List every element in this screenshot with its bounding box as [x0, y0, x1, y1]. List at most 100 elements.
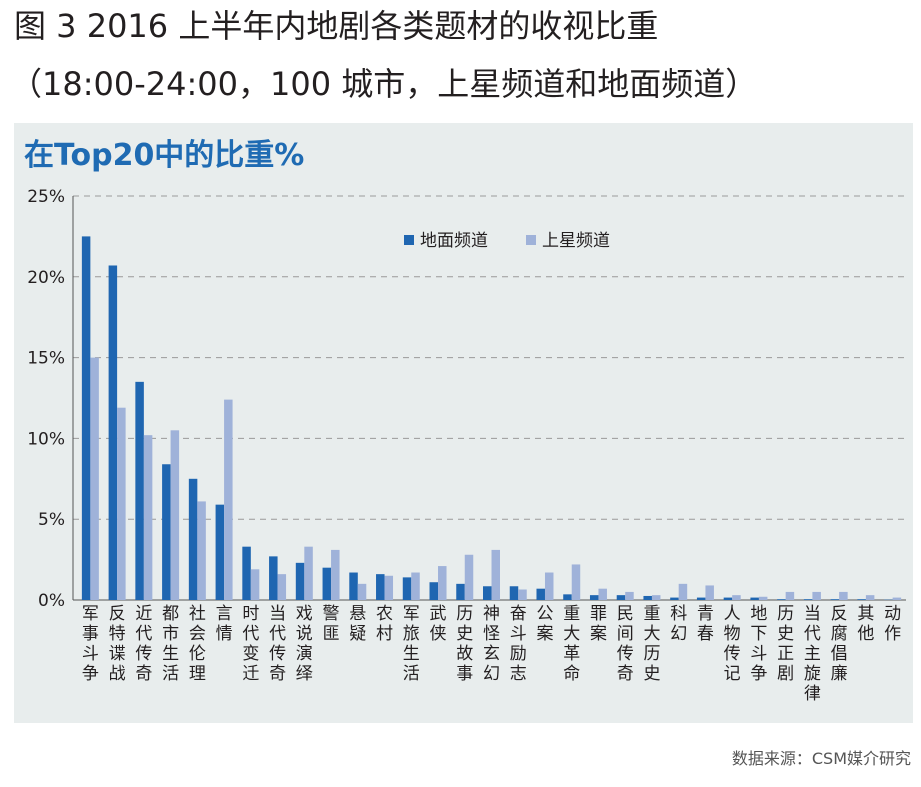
x-category-label: 农村 — [376, 604, 393, 644]
chart-title: 在Top20中的比重% — [24, 138, 305, 173]
bar-satellite — [839, 591, 848, 600]
bar-satellite — [892, 597, 902, 600]
bar-ground — [536, 588, 545, 600]
x-category-label: 反特谍战 — [109, 604, 126, 684]
bar-ground — [723, 597, 733, 600]
bar-ground — [483, 586, 492, 600]
bar-satellite — [651, 595, 661, 600]
bar-ground — [269, 556, 278, 600]
bar-satellite — [438, 566, 447, 600]
x-category-label: 动作 — [884, 604, 901, 644]
figure-title: 图 3 2016 上半年内地剧各类题材的收视比重 — [14, 7, 659, 45]
x-category-label: 重大历史 — [643, 604, 660, 684]
bar-satellite — [571, 564, 581, 600]
bar-satellite — [197, 501, 206, 600]
x-category-label: 科幻 — [670, 604, 687, 644]
bar-ground — [777, 599, 786, 600]
x-category-label: 近代传奇 — [135, 604, 152, 684]
bar-ground — [696, 597, 706, 600]
legend-label: 上星频道 — [542, 231, 610, 251]
bar-satellite — [411, 572, 420, 600]
x-category-label: 军事斗争 — [82, 604, 99, 684]
x-category-label: 都市生活 — [162, 604, 179, 684]
bar-satellite — [277, 574, 287, 600]
bar-satellite — [304, 546, 313, 600]
bar-ground — [349, 572, 358, 600]
figure-subtitle: （18:00-24:00，100 城市，上星频道和地面频道） — [10, 65, 758, 103]
x-category-label: 当代主旋律 — [804, 604, 821, 704]
bar-ground — [589, 595, 599, 600]
x-category-label: 戏说演绎 — [296, 604, 313, 684]
x-category-label: 人物传记 — [724, 604, 741, 684]
legend-label: 地面频道 — [420, 231, 488, 251]
bar-ground — [162, 464, 171, 600]
bar-satellite — [705, 585, 714, 600]
y-tick-label: 10% — [27, 429, 65, 449]
bar-ground — [616, 595, 626, 600]
bar-ground — [215, 504, 225, 600]
y-tick-label: 0% — [38, 591, 65, 611]
bar-ground — [135, 381, 144, 600]
x-category-label: 公案 — [536, 604, 553, 644]
bar-satellite — [143, 435, 153, 600]
bar-satellite — [357, 583, 367, 600]
x-category-label: 历史故事 — [456, 604, 473, 684]
bar-ground — [670, 597, 679, 600]
x-category-label: 奋斗励志 — [510, 604, 527, 684]
bar-chart: 0% 5% 10% 15% 20% 25% 军事斗争反特谍战近代传奇都市生活社会伦理言情时代… — [27, 187, 906, 704]
bar-satellite — [544, 572, 554, 600]
bar-satellite — [785, 591, 795, 600]
bar-ground — [429, 582, 439, 600]
bar-ground — [402, 577, 412, 600]
bar-satellite — [464, 554, 474, 600]
bar-ground — [509, 586, 519, 600]
x-category-label: 言情 — [216, 604, 233, 644]
x-category-label: 悬疑 — [349, 604, 366, 644]
bar-satellite — [625, 591, 634, 600]
x-category-label: 社会伦理 — [189, 604, 206, 684]
x-category-label: 地下斗争 — [750, 604, 767, 684]
y-tick-label: 25% — [27, 187, 65, 207]
bar-ground — [750, 597, 759, 600]
bar-ground — [81, 236, 91, 600]
x-category-label: 神怪玄幻 — [483, 604, 500, 684]
y-tick-label: 15% — [27, 349, 65, 369]
legend-swatch-satellite — [526, 235, 536, 245]
bar-ground — [830, 599, 840, 600]
bar-satellite — [518, 589, 527, 600]
bar-ground — [242, 546, 251, 600]
x-category-label: 历史正剧 — [777, 604, 794, 684]
bar-satellite — [678, 583, 688, 600]
x-category-label: 当代传奇 — [269, 604, 286, 684]
bar-ground — [857, 599, 866, 600]
y-tick-label: 20% — [27, 268, 65, 288]
x-category-label: 反腐倡廉 — [831, 604, 848, 684]
y-tick-label: 5% — [38, 510, 65, 530]
bar-ground — [456, 583, 465, 600]
bar-ground — [108, 265, 118, 600]
bar-ground — [188, 478, 198, 600]
bar-satellite — [250, 569, 260, 600]
bar-ground — [376, 574, 385, 600]
bar-satellite — [170, 430, 180, 600]
x-category-label: 青春 — [697, 604, 714, 644]
x-category-label: 民间传奇 — [617, 604, 634, 684]
x-category-label: 罪案 — [590, 604, 607, 644]
bar-satellite — [384, 575, 394, 600]
bar-satellite — [732, 595, 741, 600]
x-category-label: 时代变迁 — [242, 604, 259, 684]
bar-satellite — [117, 407, 126, 600]
bar-ground — [322, 567, 332, 600]
bar-ground — [643, 595, 652, 600]
x-category-label: 其他 — [857, 604, 874, 644]
bar-satellite — [598, 588, 607, 600]
bar-ground — [295, 562, 305, 600]
bar-satellite — [812, 591, 821, 600]
bar-ground — [563, 594, 572, 600]
bar-satellite — [865, 595, 875, 600]
x-category-label: 武侠 — [430, 604, 447, 644]
x-category-label: 军旅生活 — [403, 604, 420, 684]
bar-ground — [803, 599, 813, 600]
x-category-label: 重大革命 — [563, 604, 580, 684]
bar-satellite — [224, 399, 233, 600]
